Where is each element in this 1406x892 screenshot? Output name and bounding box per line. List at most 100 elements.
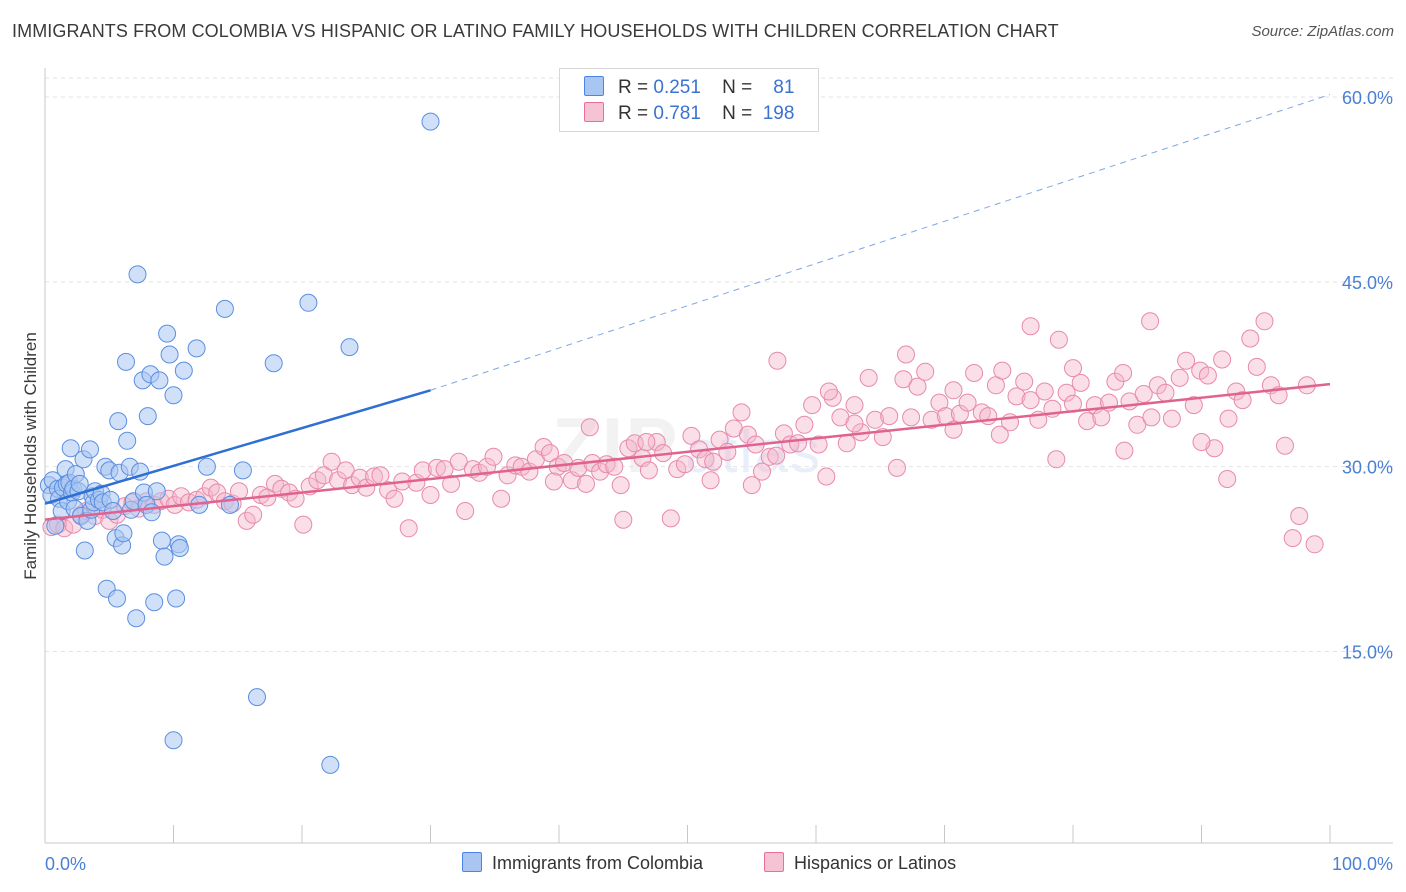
- point-hispanic: [738, 425, 757, 444]
- point-hispanic: [244, 505, 263, 524]
- point-hispanic: [1142, 408, 1161, 427]
- chart-title: IMMIGRANTS FROM COLOMBIA VS HISPANIC OR …: [12, 21, 1059, 41]
- point-hispanic: [795, 415, 814, 434]
- point-hispanic: [1290, 507, 1309, 525]
- legend-row-hispanic: R = 0.781 N = 198: [584, 102, 794, 126]
- point-hispanic: [580, 418, 599, 437]
- point-hispanic: [894, 370, 913, 389]
- point-hispanic: [704, 452, 723, 471]
- bottom-legend-swatch-blue: [462, 852, 482, 872]
- point-hispanic: [371, 466, 390, 485]
- point-hispanic: [1198, 366, 1217, 385]
- point-colombia: [61, 439, 80, 458]
- point-colombia: [75, 541, 94, 560]
- point-hispanic: [1177, 351, 1196, 370]
- point-hispanic: [1021, 317, 1040, 336]
- point-hispanic: [385, 489, 404, 508]
- point-colombia: [109, 412, 128, 431]
- point-hispanic: [1007, 387, 1026, 406]
- point-colombia: [128, 265, 147, 284]
- point-hispanic: [456, 502, 475, 520]
- legend-r-value: 0.781: [653, 103, 701, 124]
- point-colombia: [160, 345, 179, 364]
- legend-r-label: R =: [618, 77, 649, 98]
- point-colombia: [167, 589, 186, 608]
- point-hispanic: [742, 476, 761, 495]
- point-hispanic: [1049, 330, 1068, 349]
- point-hispanic: [1213, 350, 1232, 369]
- point-hispanic: [639, 461, 658, 480]
- point-hispanic: [661, 509, 680, 528]
- point-hispanic: [1219, 409, 1238, 428]
- point-hispanic: [1148, 376, 1167, 395]
- x-tick-label-max: 100.0%: [1332, 854, 1393, 874]
- legend-swatch-pink: [584, 102, 604, 122]
- point-colombia: [118, 431, 137, 450]
- point-colombia: [152, 531, 171, 550]
- point-colombia: [187, 339, 206, 358]
- point-hispanic: [1114, 364, 1133, 382]
- point-colombia: [158, 324, 177, 343]
- point-hispanic: [625, 434, 644, 453]
- point-hispanic: [1170, 368, 1189, 387]
- point-hispanic: [1276, 436, 1294, 455]
- point-hispanic: [478, 457, 496, 476]
- point-hispanic: [314, 466, 333, 485]
- point-hispanic: [442, 474, 461, 493]
- point-hispanic: [421, 486, 440, 504]
- point-hispanic: [845, 414, 864, 433]
- y-tick-label: 60.0%: [1342, 88, 1393, 108]
- point-hispanic: [1047, 450, 1066, 469]
- point-colombia: [155, 547, 174, 566]
- point-colombia: [164, 386, 183, 405]
- point-hispanic: [767, 446, 786, 465]
- y-tick-label: 45.0%: [1342, 273, 1393, 293]
- point-hispanic: [544, 472, 563, 491]
- point-hispanic: [979, 407, 998, 426]
- point-hispanic: [1247, 357, 1266, 376]
- point-hispanic: [1064, 359, 1082, 378]
- point-hispanic: [484, 447, 503, 466]
- point-hispanic: [732, 403, 751, 422]
- point-hispanic: [399, 519, 418, 538]
- point-hispanic: [1134, 385, 1153, 403]
- point-colombia: [164, 731, 183, 750]
- point-hispanic: [993, 361, 1012, 380]
- point-hispanic: [492, 489, 511, 508]
- bottom-legend-hispanic: Hispanics or Latinos: [764, 852, 956, 874]
- point-hispanic: [922, 410, 941, 429]
- point-hispanic: [1283, 529, 1302, 548]
- point-colombia: [421, 112, 440, 131]
- point-hispanic: [1071, 373, 1090, 392]
- legend-r-label: R =: [618, 103, 649, 124]
- point-hispanic: [880, 407, 899, 426]
- point-hispanic: [427, 458, 446, 477]
- y-tick-label: 15.0%: [1342, 643, 1393, 663]
- point-hispanic: [322, 452, 341, 471]
- legend: R = 0.251 N = 81 R = 0.781 N = 198: [559, 68, 819, 132]
- point-colombia: [321, 755, 340, 774]
- point-hispanic: [859, 368, 878, 387]
- point-hispanic: [1035, 382, 1054, 401]
- point-hispanic: [803, 396, 822, 415]
- point-colombia: [127, 609, 146, 628]
- point-hispanic: [1141, 312, 1160, 331]
- bottom-legend-swatch-pink: [764, 852, 784, 872]
- point-colombia: [117, 352, 135, 371]
- point-colombia: [248, 688, 266, 707]
- point-hispanic: [845, 396, 864, 415]
- point-hispanic: [990, 425, 1009, 444]
- point-hispanic: [1115, 441, 1134, 460]
- point-hispanic: [958, 393, 977, 412]
- legend-n-value: 81: [773, 77, 795, 98]
- point-hispanic: [1015, 372, 1034, 391]
- point-hispanic: [343, 476, 362, 495]
- point-hispanic: [817, 467, 836, 486]
- point-colombia: [197, 457, 216, 476]
- point-colombia: [299, 293, 318, 312]
- point-colombia: [233, 461, 252, 480]
- point-hispanic: [819, 382, 838, 401]
- bottom-legend-label: Hispanics or Latinos: [794, 853, 957, 873]
- legend-n-label: N =: [722, 77, 753, 98]
- point-hispanic: [541, 444, 559, 463]
